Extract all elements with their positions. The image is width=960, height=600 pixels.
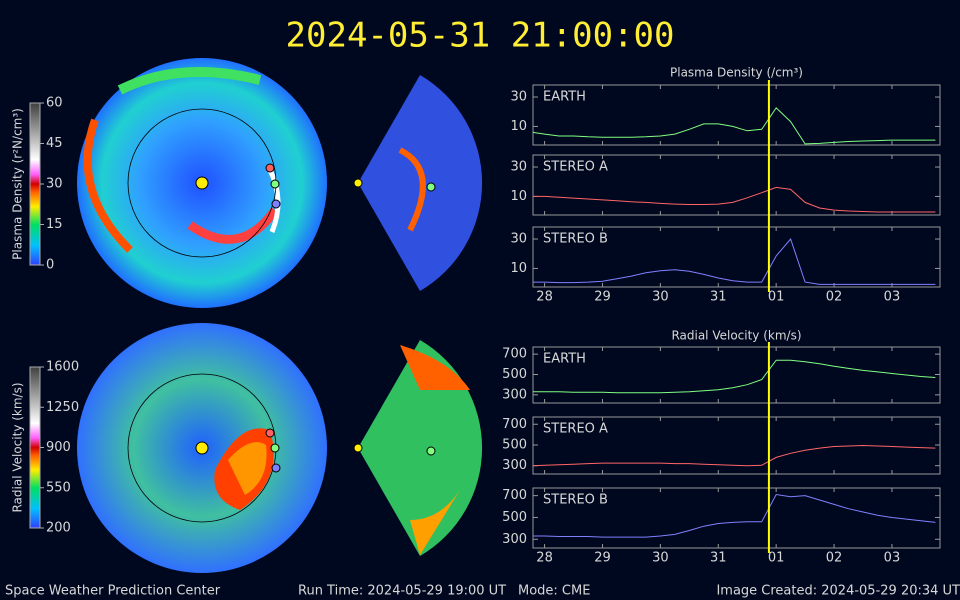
colorbar-tick-label: 30 bbox=[46, 177, 63, 192]
y-tick-label: 500 bbox=[502, 437, 527, 452]
colorbar-tick-label: 60 bbox=[46, 96, 63, 111]
y-tick-label: 300 bbox=[502, 532, 527, 547]
panel-name: STEREO A bbox=[543, 422, 608, 437]
panel-name: STEREO B bbox=[543, 232, 608, 247]
colorbar-tick-label: 0 bbox=[46, 258, 54, 273]
x-tick-label: 03 bbox=[884, 551, 901, 566]
x-tick-label: 02 bbox=[826, 551, 843, 566]
y-tick-label: 700 bbox=[502, 347, 527, 362]
colorbar-tick-label: 200 bbox=[46, 521, 71, 536]
colorbar-tick-label: 1250 bbox=[46, 400, 79, 415]
series-line bbox=[533, 238, 936, 285]
colorbar-tick-label: 45 bbox=[46, 136, 63, 151]
x-tick-label: 29 bbox=[594, 290, 611, 305]
y-tick-label: 500 bbox=[502, 367, 527, 382]
series-line bbox=[533, 186, 936, 213]
x-tick-label: 31 bbox=[710, 551, 727, 566]
y-tick-label: 10 bbox=[510, 261, 527, 276]
x-tick-label: 02 bbox=[826, 290, 843, 305]
colorbar-tick-label: 15 bbox=[46, 217, 63, 232]
panel-frame bbox=[532, 487, 941, 549]
y-tick-label: 30 bbox=[510, 90, 527, 105]
x-tick-label: 28 bbox=[536, 551, 553, 566]
footer-created: Image Created: 2024-05-29 20:34 UT bbox=[716, 584, 960, 599]
x-tick-label: 30 bbox=[652, 290, 669, 305]
colorbar bbox=[29, 366, 41, 529]
panel-name: EARTH bbox=[543, 352, 586, 367]
series-line bbox=[532, 444, 936, 467]
chart-title: Radial Velocity (km/s) bbox=[671, 329, 801, 343]
colorbar bbox=[29, 102, 41, 266]
panel-name: STEREO A bbox=[543, 160, 608, 175]
x-tick-label: 30 bbox=[652, 551, 669, 566]
footer-mode: Mode: CME bbox=[518, 584, 590, 599]
y-tick-label: 30 bbox=[510, 160, 527, 175]
y-tick-label: 700 bbox=[502, 488, 527, 503]
y-tick-label: 300 bbox=[502, 387, 527, 402]
colorbar-label: Plasma Density (r²N/cm³) bbox=[11, 108, 25, 260]
panel-frame bbox=[532, 154, 941, 216]
colorbar-label: Radial Velocity (km/s) bbox=[11, 382, 25, 512]
y-tick-label: 10 bbox=[510, 119, 527, 134]
y-tick-label: 10 bbox=[510, 189, 527, 204]
colorbar-tick-label: 900 bbox=[46, 440, 71, 455]
x-tick-label: 01 bbox=[768, 290, 785, 305]
colorbar-tick-label: 550 bbox=[46, 480, 71, 495]
panel-frame bbox=[532, 416, 941, 475]
series-line bbox=[533, 493, 936, 538]
footer-left: Space Weather Prediction Center bbox=[5, 584, 221, 599]
date-title: 2024-05-31 21:00:00 bbox=[286, 16, 675, 56]
chart-title: Plasma Density (/cm³) bbox=[670, 66, 803, 80]
x-tick-label: 31 bbox=[710, 290, 727, 305]
panel-frame bbox=[532, 346, 941, 404]
series-line bbox=[532, 107, 936, 145]
y-tick-label: 300 bbox=[502, 458, 527, 473]
panel-name: EARTH bbox=[543, 90, 586, 105]
x-tick-label: 28 bbox=[536, 290, 553, 305]
y-tick-label: 700 bbox=[502, 417, 527, 432]
panel-name: STEREO B bbox=[543, 493, 608, 508]
velocity-disc bbox=[77, 323, 483, 573]
y-tick-label: 500 bbox=[502, 510, 527, 525]
y-tick-label: 30 bbox=[510, 232, 527, 247]
series-line bbox=[533, 359, 936, 394]
x-tick-label: 01 bbox=[768, 551, 785, 566]
x-tick-label: 03 bbox=[884, 290, 901, 305]
x-tick-label: 29 bbox=[594, 551, 611, 566]
footer-run-time: Run Time: 2024-05-29 19:00 UT bbox=[298, 584, 506, 599]
density-disc bbox=[77, 58, 483, 308]
panel-frame bbox=[532, 84, 941, 146]
colorbar-tick-label: 1600 bbox=[46, 360, 79, 375]
panel-frame bbox=[532, 226, 941, 288]
